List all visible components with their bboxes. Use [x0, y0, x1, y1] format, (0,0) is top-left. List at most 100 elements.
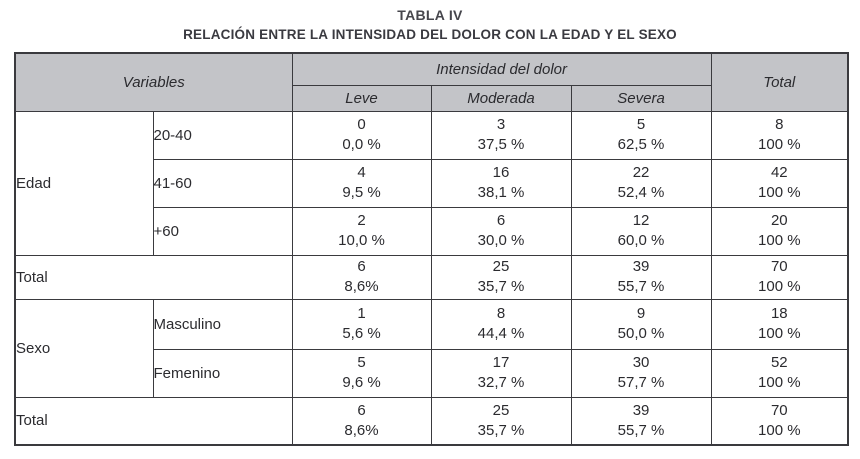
- page-title: TABLA IV: [397, 7, 463, 23]
- percent-value: 8,6%: [344, 421, 379, 439]
- percent-value: 38,1 %: [477, 184, 525, 201]
- header-variables: Variables: [14, 52, 293, 112]
- row-label-femenino: Femenino: [152, 348, 293, 398]
- table-row: 41-60 4 9,5 % 16 38,1 % 22 52,4 % 42 100…: [15, 158, 849, 208]
- cell-edad-20-40-severa: 5 62,5 %: [570, 110, 712, 160]
- row-label-41-60: 41-60: [152, 158, 293, 208]
- cell-total2-leve: 6 8,6%: [291, 396, 432, 446]
- cell-edad-60plus-leve: 2 10,0 %: [291, 206, 432, 256]
- cell-sexo-femenino-moderada: 17 32,7 %: [430, 348, 572, 398]
- percent-value: 55,7 %: [617, 278, 665, 295]
- count-value: 6: [496, 212, 506, 229]
- count-value: 1: [357, 305, 366, 322]
- count-value: 4: [357, 164, 366, 181]
- percent-value: 30,0 %: [477, 232, 525, 249]
- row-group-sexo: Sexo: [14, 298, 154, 398]
- count-value: 17: [492, 354, 510, 371]
- cell-total2-total: 70 100 %: [710, 396, 849, 446]
- percent-value: 0,0 %: [342, 136, 381, 153]
- cell-edad-60plus-total: 20 100 %: [710, 206, 849, 256]
- count-value: 5: [636, 116, 646, 133]
- cell-edad-20-40-total: 8 100 %: [710, 110, 849, 160]
- percent-value: 44,4 %: [477, 325, 525, 342]
- row-label-60plus: +60: [152, 206, 293, 256]
- percent-value: 100 %: [758, 136, 801, 153]
- percent-value: 100 %: [758, 325, 801, 342]
- cell-total1-severa: 39 55,7 %: [570, 254, 712, 300]
- cell-edad-20-40-leve: 0 0,0 %: [291, 110, 432, 160]
- cell-sexo-femenino-total: 52 100 %: [710, 348, 849, 398]
- count-value: 9: [636, 305, 646, 322]
- percent-value: 100 %: [758, 278, 801, 295]
- cell-total1-total: 70 100 %: [710, 254, 849, 300]
- row-label-total-sexo: Total: [14, 396, 293, 446]
- count-value: 22: [632, 164, 650, 181]
- percent-value: 50,0 %: [617, 325, 665, 342]
- percent-value: 5,6 %: [342, 325, 381, 342]
- count-value: 39: [632, 401, 650, 419]
- percent-value: 100 %: [758, 184, 801, 201]
- percent-value: 35,7 %: [477, 278, 525, 295]
- count-value: 16: [492, 164, 510, 181]
- count-value: 18: [770, 305, 788, 322]
- percent-value: 100 %: [758, 232, 801, 249]
- cell-total2-severa: 39 55,7 %: [570, 396, 712, 446]
- cell-edad-41-60-severa: 22 52,4 %: [570, 158, 712, 208]
- table-row: Total 6 8,6% 25 35,7 % 39 55,7 % 70 100 …: [14, 396, 849, 446]
- table-row: Femenino 5 9,6 % 17 32,7 % 30 57,7 % 52 …: [15, 348, 849, 398]
- header-leve: Leve: [291, 84, 432, 112]
- header-total: Total: [710, 52, 849, 112]
- cell-edad-41-60-moderada: 16 38,1 %: [430, 158, 572, 208]
- count-value: 30: [632, 354, 650, 371]
- count-value: 5: [357, 354, 366, 371]
- percent-value: 100 %: [758, 421, 801, 439]
- page-subtitle: RELACIÓN ENTRE LA INTENSIDAD DEL DOLOR C…: [183, 27, 677, 42]
- count-value: 25: [492, 401, 510, 419]
- count-value: 3: [496, 116, 506, 133]
- percent-value: 8,6%: [344, 278, 379, 295]
- cell-sexo-femenino-severa: 30 57,7 %: [570, 348, 712, 398]
- count-value: 8: [775, 116, 784, 133]
- count-value: 0: [357, 116, 366, 133]
- percent-value: 9,6 %: [342, 374, 381, 391]
- row-label-20-40: 20-40: [152, 110, 293, 160]
- percent-value: 10,0 %: [338, 232, 385, 249]
- count-value: 52: [770, 354, 788, 371]
- count-value: 70: [770, 258, 788, 275]
- percent-value: 9,5 %: [342, 184, 381, 201]
- percent-value: 60,0 %: [617, 232, 665, 249]
- count-value: 12: [632, 212, 650, 229]
- count-value: 2: [357, 212, 366, 229]
- percent-value: 100 %: [758, 374, 801, 391]
- row-label-masculino: Masculino: [152, 298, 293, 350]
- count-value: 20: [770, 212, 788, 229]
- cell-edad-20-40-moderada: 3 37,5 %: [430, 110, 572, 160]
- cell-edad-41-60-leve: 4 9,5 %: [291, 158, 432, 208]
- cell-total1-leve: 6 8,6%: [291, 254, 432, 300]
- count-value: 39: [632, 258, 650, 275]
- cell-sexo-masculino-severa: 9 50,0 %: [570, 298, 712, 350]
- cell-edad-60plus-moderada: 6 30,0 %: [430, 206, 572, 256]
- header-severa: Severa: [570, 84, 712, 112]
- row-group-edad: Edad: [14, 110, 154, 256]
- cell-total2-moderada: 25 35,7 %: [430, 396, 572, 446]
- data-table: Variables Intensidad del dolor Total Lev…: [14, 52, 850, 446]
- header-moderada: Moderada: [430, 84, 572, 112]
- percent-value: 62,5 %: [617, 136, 665, 153]
- percent-value: 32,7 %: [477, 374, 525, 391]
- table-row: Sexo Masculino 1 5,6 % 8 44,4 % 9 50,0 %…: [14, 298, 849, 398]
- percent-value: 55,7 %: [617, 421, 665, 439]
- percent-value: 35,7 %: [477, 421, 525, 439]
- cell-edad-60plus-severa: 12 60,0 %: [570, 206, 712, 256]
- count-value: 25: [492, 258, 510, 275]
- percent-value: 57,7 %: [617, 374, 665, 391]
- percent-value: 37,5 %: [477, 136, 525, 153]
- cell-sexo-masculino-leve: 1 5,6 %: [291, 298, 432, 350]
- cell-total1-moderada: 25 35,7 %: [430, 254, 572, 300]
- count-value: 42: [770, 164, 788, 181]
- table-row: +60 2 10,0 % 6 30,0 % 12 60,0 % 20 100 %: [15, 206, 849, 256]
- cell-sexo-masculino-moderada: 8 44,4 %: [430, 298, 572, 350]
- cell-edad-41-60-total: 42 100 %: [710, 158, 849, 208]
- count-value: 6: [357, 258, 366, 275]
